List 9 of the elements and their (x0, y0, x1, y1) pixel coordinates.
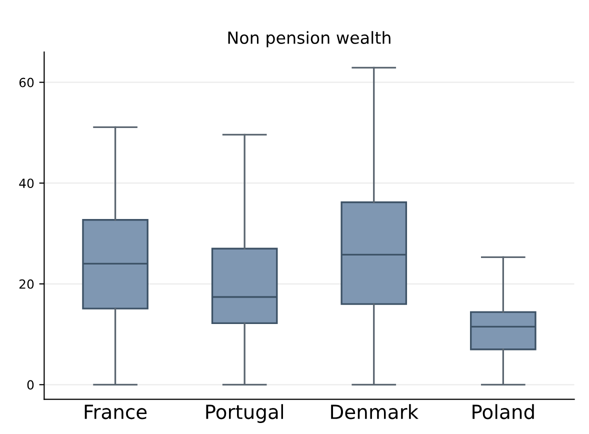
x-tick-label: Denmark (331, 404, 418, 420)
y-tick-label: 60 (19, 78, 34, 88)
y-tick-label: 40 (19, 178, 34, 188)
y-tick-label: 0 (27, 380, 34, 390)
x-tick-label: France (84, 404, 147, 420)
y-tick-label: 20 (19, 279, 34, 289)
chart-title: Non pension wealth (228, 31, 390, 48)
x-tick-label: Portugal (206, 404, 284, 423)
x-tick-label: Poland (472, 404, 534, 420)
